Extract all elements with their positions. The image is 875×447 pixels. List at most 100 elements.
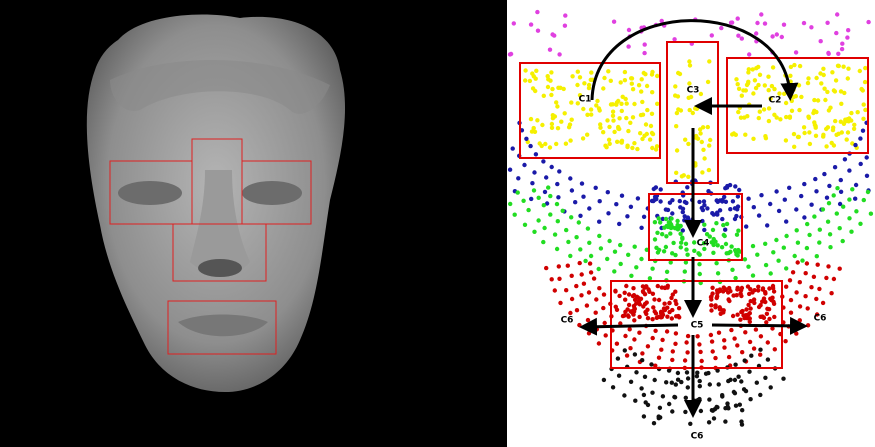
landmark-dot: [581, 195, 585, 199]
landmark-dot: [707, 59, 711, 63]
landmark-dot: [799, 95, 803, 99]
landmark-dot: [708, 138, 712, 142]
landmark-dot: [657, 356, 661, 360]
landmark-dot: [861, 88, 865, 92]
landmark-dot: [865, 155, 869, 159]
landmark-dot: [774, 238, 778, 242]
landmark-dot: [743, 330, 747, 334]
landmark-dot: [586, 226, 590, 230]
landmark-dot: [720, 245, 724, 249]
landmark-dot: [695, 107, 699, 111]
landmark-dot: [799, 194, 803, 198]
landmark-dot: [740, 36, 744, 40]
landmark-dot: [536, 218, 540, 222]
landmark-dot: [548, 145, 552, 149]
arrow: [712, 325, 802, 326]
landmark-dot: [836, 52, 840, 56]
landmark-dot: [659, 187, 663, 191]
landmark-dot: [850, 187, 854, 191]
landmark-dot: [818, 71, 822, 75]
landmark-dot: [792, 63, 796, 67]
landmark-dot: [642, 215, 646, 219]
landmark-dot: [732, 131, 736, 135]
landmark-dot: [695, 334, 699, 338]
landmark-dot: [675, 111, 679, 115]
landmark-dot: [581, 136, 585, 140]
landmark-dot: [602, 76, 606, 80]
landmark-dot: [598, 126, 602, 130]
landmark-dot: [751, 273, 755, 277]
landmark-dot: [722, 338, 726, 342]
landmark-dot: [846, 130, 850, 134]
landmark-dot: [767, 106, 771, 110]
landmark-dot: [854, 209, 858, 213]
landmark-dot: [522, 163, 526, 167]
landmark-dot: [643, 375, 647, 379]
landmark-dot: [676, 71, 680, 75]
landmark-dot: [745, 316, 749, 320]
landmark-dot: [789, 298, 793, 302]
landmark-dot: [789, 311, 793, 315]
landmark-dot: [710, 291, 714, 295]
landmark-dot: [607, 138, 611, 142]
landmark-dot: [578, 247, 582, 251]
landmark-dot: [726, 405, 730, 409]
landmark-dot: [673, 84, 677, 88]
landmark-dot: [541, 240, 545, 244]
landmark-dot: [649, 124, 653, 128]
landmark-dot: [735, 313, 739, 317]
landmark-dot: [629, 274, 633, 278]
landmark-dot: [556, 219, 560, 223]
landmark-dot: [597, 286, 601, 290]
landmark-dot: [620, 194, 624, 198]
landmark-dot: [652, 421, 656, 425]
landmark-dot: [766, 357, 770, 361]
landmark-dot: [794, 50, 798, 54]
landmark-dot: [670, 308, 674, 312]
landmark-dot: [674, 314, 678, 318]
landmark-dot: [806, 306, 810, 310]
region-label: C6: [814, 314, 827, 324]
landmark-dot: [710, 33, 714, 37]
landmark-dot: [817, 240, 821, 244]
landmark-dot: [730, 268, 734, 272]
landmark-dot: [754, 327, 758, 331]
landmark-dot: [508, 202, 512, 206]
landmark-dot: [863, 66, 867, 70]
landmark-dot: [659, 348, 663, 352]
landmark-dot: [602, 292, 606, 296]
landmark-dot: [775, 32, 779, 36]
landmark-dot: [622, 393, 626, 397]
landmark-dot: [570, 297, 574, 301]
landmark-dot: [832, 88, 836, 92]
landmark-dot: [794, 207, 798, 211]
landmark-dot: [716, 243, 720, 247]
landmark-dot: [733, 276, 737, 280]
landmark-dot: [697, 200, 701, 204]
landmark-dot: [672, 37, 676, 41]
landmark-dot: [702, 228, 706, 232]
landmark-dot: [735, 343, 739, 347]
landmark-dot: [676, 371, 680, 375]
landmark-dot: [650, 267, 654, 271]
landmark-dot: [818, 228, 822, 232]
landmark-dot: [674, 124, 678, 128]
landmark-dot: [736, 82, 740, 86]
landmark-dot: [587, 86, 591, 90]
landmark-dot: [653, 378, 657, 382]
landmark-dot: [554, 100, 558, 104]
landmark-dot: [673, 253, 677, 257]
landmark-dot: [797, 83, 801, 87]
landmark-dot: [569, 100, 573, 104]
landmark-dot: [741, 88, 745, 92]
landmark-dot: [665, 285, 669, 289]
landmark-dot: [752, 205, 756, 209]
landmark-dot: [530, 181, 534, 185]
landmark-dot: [834, 31, 838, 35]
landmark-dot: [613, 250, 617, 254]
landmark-dot: [662, 302, 666, 306]
landmark-dot: [604, 145, 608, 149]
landmark-dot: [688, 108, 692, 112]
landmark-dot: [729, 328, 733, 332]
landmark-dot: [655, 102, 659, 106]
